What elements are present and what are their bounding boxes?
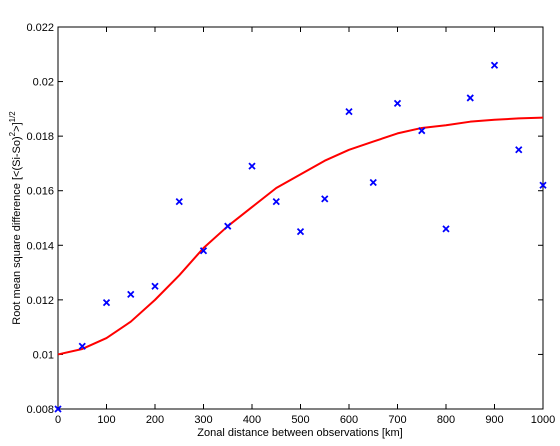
- scatter-point: [151, 282, 159, 290]
- scatter-point: [224, 222, 232, 230]
- x-tick-label: 600: [340, 414, 358, 426]
- y-tick-label: 0.02: [33, 77, 54, 89]
- y-tick-label: 0.014: [26, 240, 54, 252]
- scatter-point: [78, 342, 86, 350]
- scatter-point: [490, 61, 499, 69]
- y-tick-label: 0.008: [26, 404, 54, 416]
- scatter-point: [54, 405, 62, 413]
- scatter-point: [539, 181, 547, 189]
- fit-curve-group: [57, 116, 544, 356]
- scatter-point: [272, 197, 280, 206]
- y-tick-label: 0.01: [33, 349, 54, 361]
- scatter-point: [199, 247, 208, 255]
- scatter-point: [321, 195, 329, 203]
- x-tick-label: 100: [97, 414, 115, 426]
- scatter-point: [102, 298, 111, 307]
- y-tick-label: 0.016: [26, 186, 54, 198]
- x-tick-label: 200: [146, 414, 164, 426]
- scatter-point: [369, 178, 377, 187]
- x-tick-label: 0: [55, 414, 61, 426]
- scatter-points-group: [54, 61, 547, 413]
- scatter-point: [248, 162, 256, 170]
- x-tick-label: 500: [291, 414, 309, 426]
- x-tick-label: 700: [388, 414, 406, 426]
- y-tick-label: 0.012: [26, 295, 54, 307]
- axis-ticks: 0 100 200 300 400 500 600 700 800 900 1000 0.008 0.0…: [26, 22, 555, 426]
- x-tick-label: 1000: [531, 414, 555, 426]
- x-tick-label: 900: [485, 414, 503, 426]
- fit-curve: [57, 116, 544, 356]
- y-axis-label-prefix: Root mean square difference [<(Si-So): [11, 136, 23, 324]
- scatter-point: [442, 225, 450, 233]
- x-axis-label: Zonal distance between observations [km]: [197, 427, 402, 439]
- scatter-point: [393, 99, 402, 108]
- y-axis-label: Root mean square difference [<(Si-So)2>]…: [8, 111, 23, 325]
- y-tick-label: 0.018: [26, 131, 54, 143]
- scatter-point: [127, 290, 135, 299]
- x-tick-label: 800: [437, 414, 455, 426]
- x-tick-label: 400: [243, 414, 261, 426]
- scatter-point: [418, 127, 426, 135]
- y-axis-label-sup1: 2: [8, 131, 17, 136]
- scatter-point: [466, 94, 474, 102]
- scatter-point: [296, 228, 305, 236]
- y-tick-label: 0.022: [26, 22, 54, 34]
- plot-area: [57, 26, 544, 410]
- scatter-point: [175, 197, 183, 206]
- x-tick-label: 300: [194, 414, 212, 426]
- scatter-point: [515, 146, 523, 154]
- y-axis-label-mid: >]: [11, 122, 23, 131]
- scatter-point: [345, 107, 353, 116]
- y-axis-label-sup2: 1/2: [8, 111, 17, 123]
